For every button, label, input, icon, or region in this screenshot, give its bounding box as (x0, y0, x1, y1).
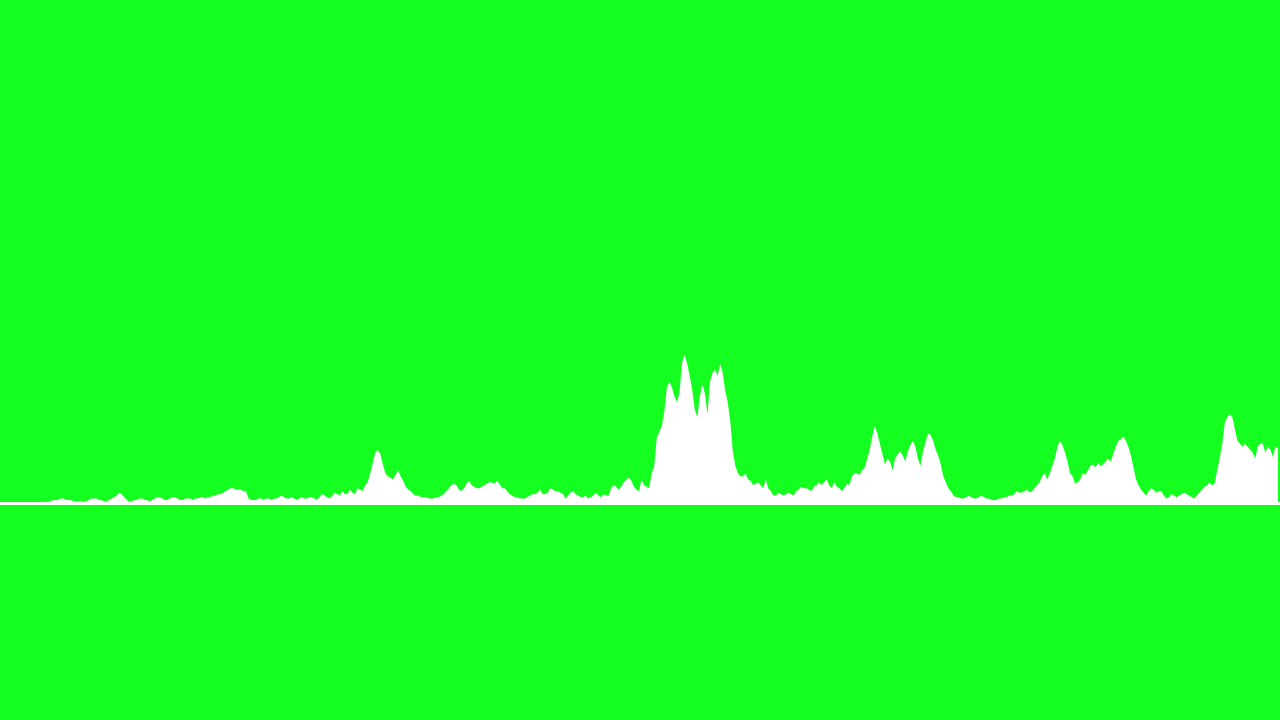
waveform-baseline (0, 502, 1280, 505)
